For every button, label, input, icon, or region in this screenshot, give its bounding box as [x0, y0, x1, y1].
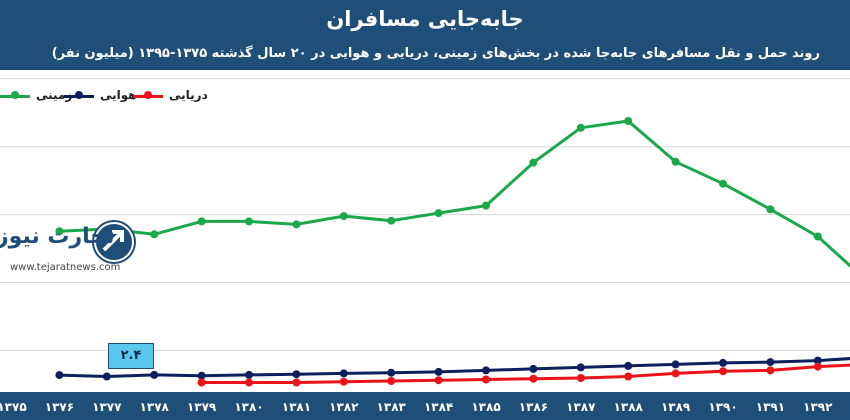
data-point-air-14: [671, 360, 680, 369]
data-point-land-8: [387, 216, 396, 225]
legend-item-sea: دریایی: [133, 86, 213, 106]
data-point-land-10: [482, 201, 490, 210]
legend-item-land: زمینی: [0, 86, 80, 106]
logo-name: تجارت نیوز: [0, 224, 115, 249]
series-line-air: [59, 357, 850, 378]
data-point-sea-7: [339, 377, 348, 386]
data-point-sea-9: [434, 376, 443, 385]
x-tick-label-9: ۱۳۸۴: [424, 400, 453, 414]
x-tick-label-1: ۱۳۷۶: [45, 400, 74, 414]
legend-dot-land: [11, 91, 19, 99]
value-callout: ۲.۴: [108, 343, 154, 369]
x-tick-label-6: ۱۳۸۱: [282, 400, 311, 414]
series-line-land: [59, 119, 850, 268]
chart-header: [0, 0, 850, 38]
data-point-air-17: [813, 356, 822, 365]
data-point-land-14: [671, 157, 680, 166]
data-point-land-6: [292, 220, 301, 229]
data-point-air-7: [339, 369, 348, 378]
data-point-sea-5: [245, 378, 253, 387]
x-tick-label-12: ۱۳۸۷: [566, 400, 596, 414]
x-tick-label-11: ۱۳۸۶: [519, 400, 548, 414]
data-point-land-5: [245, 217, 253, 226]
legend-item-air: هوایی: [64, 86, 144, 106]
data-point-sea-16: [766, 366, 775, 375]
data-point-air-8: [387, 368, 396, 377]
chart-title: جابه‌جایی مسافران: [326, 7, 524, 31]
data-point-land-12: [576, 123, 585, 132]
x-tick-label-2: ۱۳۷۷: [92, 400, 122, 414]
x-tick-label-15: ۱۳۹۰: [708, 400, 737, 414]
logo-arrow-icon: [94, 222, 134, 262]
data-point-sea-13: [624, 372, 633, 381]
data-point-air-16: [766, 358, 775, 367]
x-tick-label-13: ۱۳۸۸: [614, 400, 644, 414]
logo-url: www.tejaratnews.com: [10, 262, 121, 273]
data-point-sea-14: [671, 369, 680, 378]
data-point-air-5: [245, 370, 253, 379]
data-point-sea-17: [813, 362, 822, 371]
series-line-sea: [201, 363, 850, 384]
x-tick-label-4: ۱۳۷۹: [187, 400, 217, 414]
x-tick-label-14: ۱۳۸۹: [661, 400, 691, 414]
data-point-sea-10: [482, 375, 490, 384]
legend-dot-air: [75, 91, 83, 99]
data-point-sea-12: [576, 374, 585, 382]
legend-label-air: هوایی: [100, 88, 137, 102]
x-tick-label-3: ۱۳۷۸: [140, 400, 170, 414]
logo-badge-icon: [92, 220, 136, 264]
x-tick-label-17: ۱۳۹۲: [803, 400, 833, 414]
data-point-land-1: [55, 227, 64, 236]
data-point-air-6: [292, 370, 301, 379]
chart-subheader: [0, 38, 850, 70]
data-point-sea-8: [387, 377, 396, 385]
x-tick-label-7: ۱۳۸۲: [329, 400, 359, 414]
brand-watermark: تجارت نیوز www.tejaratnews.com: [0, 218, 146, 280]
series-lines: [55, 117, 850, 387]
legend-dot-sea: [144, 91, 152, 99]
data-point-land-13: [624, 117, 633, 125]
data-point-air-15: [719, 358, 727, 367]
x-tick-label-5: ۱۳۸۰: [234, 400, 263, 414]
chart-subtitle: روند حمل و نقل مسافرهای جابه‌جا شده در ب…: [51, 46, 820, 61]
legend-label-sea: دریایی: [169, 88, 208, 102]
data-point-sea-4: [197, 378, 206, 387]
data-point-air-10: [482, 366, 490, 375]
data-point-air-4: [197, 371, 206, 380]
data-point-air-11: [529, 364, 538, 373]
legend-label-land: زمینی: [36, 88, 73, 102]
data-point-land-3: [150, 230, 159, 239]
x-axis-band: [0, 392, 850, 420]
data-point-land-7: [339, 212, 348, 221]
x-tick-label-10: ۱۳۸۵: [471, 400, 500, 414]
data-point-sea-15: [719, 367, 727, 376]
x-tick-label-16: ۱۳۹۱: [756, 400, 785, 414]
data-point-air-3: [150, 370, 159, 379]
data-point-land-9: [434, 209, 443, 218]
x-tick-label-8: ۱۳۸۳: [377, 400, 407, 414]
data-point-sea-6: [292, 378, 301, 387]
data-point-air-9: [434, 367, 443, 376]
data-point-air-2: [102, 372, 111, 381]
data-point-land-4: [197, 217, 206, 226]
data-point-air-13: [624, 361, 633, 370]
data-point-sea-11: [529, 374, 538, 383]
data-point-land-16: [766, 205, 775, 214]
x-tick-labels: ۱۳۷۵ ۱۳۷۶ ۱۳۷۷ ۱۳۷۸ ۱۳۷۹ ۱۳۸۰ ۱۳۸۱ ۱۳۸۲ ۱۳۸۳ ۱۳۸۴…: [0, 400, 833, 414]
data-point-land-17: [813, 232, 822, 241]
data-point-air-12: [576, 363, 585, 372]
data-point-land-15: [719, 179, 727, 188]
data-point-land-11: [529, 158, 538, 167]
data-point-air-1: [55, 371, 64, 380]
x-tick-label-0: ۱۳۷۵: [0, 400, 27, 414]
